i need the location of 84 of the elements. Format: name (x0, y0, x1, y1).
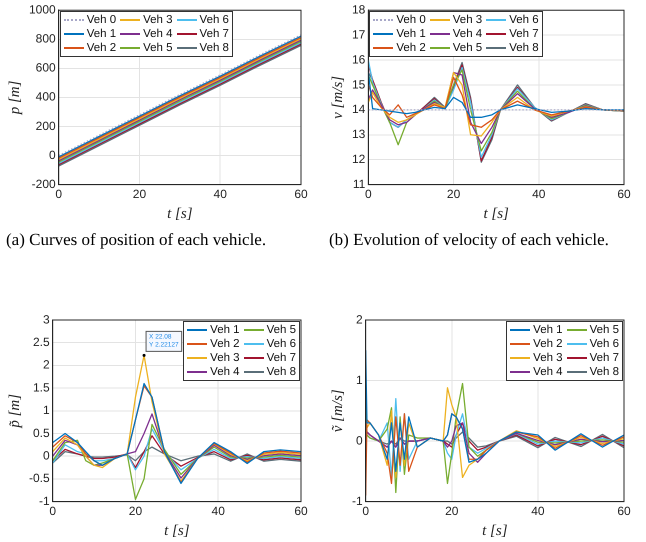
legend-label: Veh 4 (143, 27, 173, 42)
y-tick-label: -0.5 (28, 471, 50, 486)
y-tick-label: 14 (352, 102, 366, 116)
legend-label: Veh 6 (200, 13, 229, 28)
legend-label: Veh 6 (509, 13, 539, 28)
y-tick-label: 200 (36, 118, 56, 133)
legend-label: Veh 7 (200, 27, 229, 42)
x-tick-label: 20 (128, 504, 142, 518)
y-tick-label: 0 (42, 448, 50, 463)
x-tick-label: 20 (446, 187, 461, 202)
legend-label: Veh 3 (210, 351, 240, 365)
x-axis-title: t [s] (167, 206, 193, 222)
x-tick-label: 20 (445, 504, 459, 518)
legend-label: Veh 8 (266, 365, 296, 379)
legend-label: Veh 4 (533, 365, 563, 379)
y-tick-label: 1 (356, 372, 363, 387)
legend-label: Veh 0 (86, 13, 116, 28)
legend-label: Veh 5 (452, 41, 482, 56)
y-tick-label: 2 (356, 312, 363, 326)
legend-label: Veh 8 (200, 41, 229, 56)
x-tick-label: 40 (532, 187, 546, 202)
y-tick-label: 600 (36, 60, 56, 75)
y-tick-label: -1 (39, 494, 50, 508)
text: (a) Curves of position of each vehicle. (6, 229, 268, 250)
y-tick-label: 17 (352, 27, 366, 42)
y-tick-label: 0 (49, 148, 56, 162)
y-axis-title: p̃ [m] (6, 394, 23, 429)
legend-label: Veh 2 (210, 337, 240, 351)
y-tick-label: 0 (356, 433, 363, 448)
text: (b) Evolution of velocity of each vehicle. (329, 229, 610, 250)
y-tick-label: 3 (42, 312, 50, 326)
x-axis-title: t [s] (482, 522, 508, 539)
y-tick-label: 15 (352, 77, 366, 92)
y-tick-label: 11 (352, 176, 366, 191)
legend-label: Veh 1 (86, 27, 116, 42)
x-tick-label: 60 (617, 504, 631, 518)
x-tick-label: 40 (531, 504, 545, 518)
y-tick-label: 12 (352, 152, 366, 166)
x-axis-title: t [s] (483, 206, 510, 222)
legend-label: Veh 8 (590, 365, 619, 379)
y-axis-title: v [m/s] (330, 76, 346, 119)
legend-label: Veh 7 (590, 351, 619, 365)
legend-label: Veh 2 (396, 41, 426, 56)
y-tick-label: 1 (42, 403, 50, 418)
legend-label: Veh 6 (590, 337, 619, 351)
legend-label: Veh 2 (533, 337, 563, 351)
legend-label: Veh 1 (396, 27, 426, 42)
y-tick-label: 13 (352, 127, 366, 142)
legend-label: Veh 3 (143, 13, 173, 28)
x-tick-label: 60 (294, 504, 308, 518)
legend-label: Veh 5 (143, 41, 173, 56)
y-tick-label: 2 (42, 358, 50, 372)
legend-label: Veh 1 (533, 323, 563, 337)
y-tick-label: 400 (36, 90, 56, 104)
y-tick-label: 0.5 (32, 426, 50, 440)
x-tick-label: 60 (294, 187, 308, 202)
legend-label: Veh 3 (452, 13, 482, 28)
legend-label: Veh 7 (266, 351, 296, 365)
x-tick-label: 40 (212, 504, 226, 518)
y-tick-label: 2.5 (32, 335, 50, 350)
legend-label: Veh 4 (210, 365, 240, 379)
legend-label: Veh 1 (210, 323, 240, 337)
legend-label: Veh 3 (533, 351, 563, 365)
y-axis-title: p [m] (6, 80, 23, 116)
y-axis-title: ṽ [m/s] (330, 389, 346, 432)
y-tick-label: -1 (352, 494, 363, 508)
y-tick-label: 1.5 (32, 380, 50, 394)
legend-label: Veh 6 (266, 337, 296, 351)
legend-label: Veh 5 (266, 323, 296, 337)
legend-label: Veh 8 (509, 41, 539, 56)
y-tick-label: 800 (36, 32, 56, 46)
legend-label: Veh 5 (590, 323, 619, 337)
y-tick-label: 1000 (28, 2, 56, 17)
x-axis-title: t [s] (164, 522, 190, 539)
x-tick-label: 40 (214, 187, 228, 202)
legend-label: Veh 7 (509, 27, 539, 42)
y-tick-label: 18 (352, 2, 366, 17)
legend-label: Veh 0 (396, 13, 426, 28)
legend-label: Veh 4 (452, 27, 482, 42)
x-tick-label: 60 (617, 187, 631, 202)
legend-label: Veh 2 (86, 41, 116, 56)
y-tick-label: -200 (32, 176, 56, 191)
y-tick-label: 16 (352, 52, 366, 66)
x-tick-label: 20 (132, 187, 146, 202)
